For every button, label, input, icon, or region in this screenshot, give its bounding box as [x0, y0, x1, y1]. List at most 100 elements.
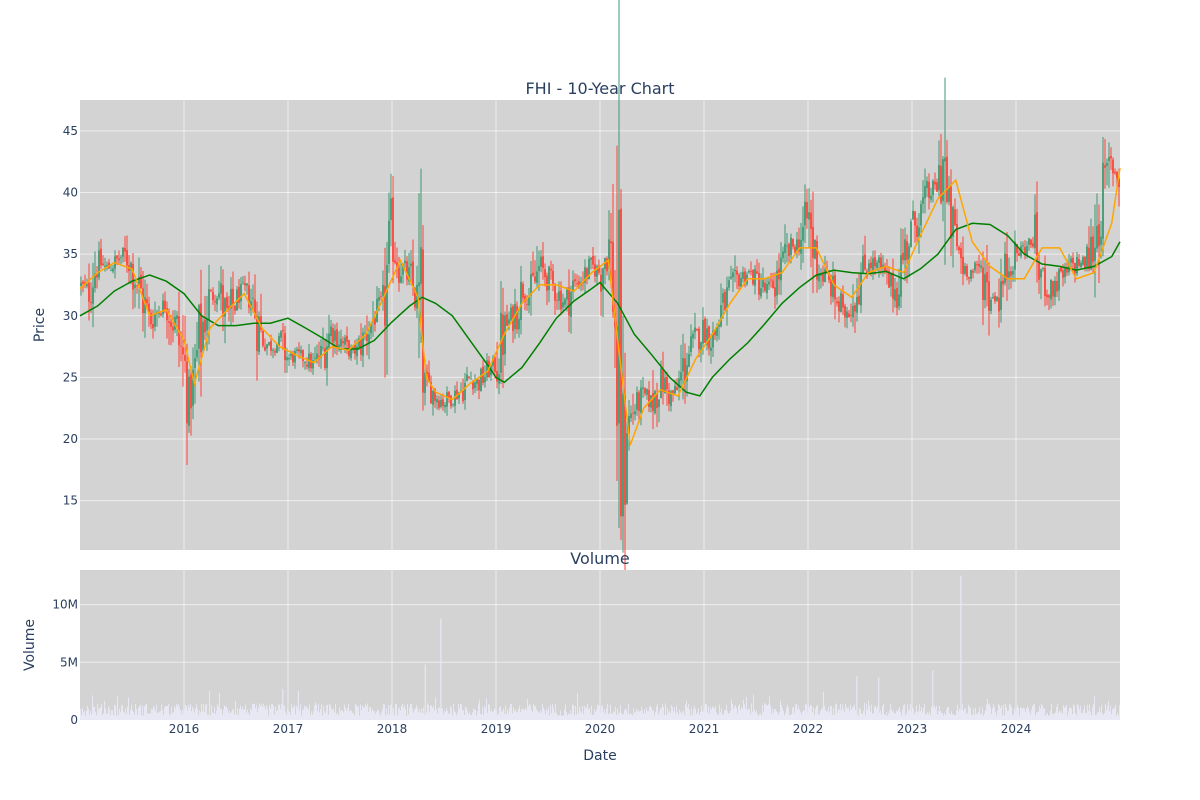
volume-bar: [318, 703, 319, 720]
volume-bar: [752, 711, 753, 720]
volume-bar: [883, 703, 884, 720]
volume-bar: [792, 707, 793, 720]
volume-bar: [267, 708, 268, 720]
candle-down: [132, 264, 134, 290]
volume-bar: [898, 708, 899, 720]
volume-bar: [921, 707, 922, 720]
volume-bar: [157, 712, 158, 720]
volume-bar: [448, 713, 449, 720]
volume-bar: [992, 708, 993, 720]
candle-up: [86, 284, 88, 287]
volume-bar: [134, 714, 135, 720]
candle-down: [146, 299, 148, 304]
volume-bar: [872, 713, 873, 720]
candle-up: [862, 256, 864, 274]
candle-down: [638, 392, 640, 411]
volume-bar: [1006, 707, 1007, 720]
volume-bar: [930, 715, 931, 720]
volume-bar: [811, 705, 812, 720]
volume-bar: [728, 713, 729, 720]
candle-up: [596, 266, 598, 277]
candle-up: [562, 302, 564, 308]
candle-up: [932, 180, 934, 196]
volume-bar: [661, 708, 662, 720]
candle-up: [824, 269, 826, 283]
candle-down: [836, 301, 838, 304]
candle-down: [966, 265, 968, 277]
volume-bar: [983, 715, 984, 720]
volume-bar: [92, 695, 93, 720]
candle-down: [928, 181, 930, 198]
volume-bar: [646, 707, 647, 720]
volume-bar: [815, 709, 816, 720]
volume-bar: [156, 704, 157, 720]
volume-bar: [207, 714, 208, 720]
volume-bar: [691, 707, 692, 720]
volume-bar: [436, 708, 437, 720]
volume-bar: [179, 707, 180, 720]
volume-bar: [948, 706, 949, 720]
candle-up: [910, 221, 912, 248]
candle-up: [802, 226, 804, 241]
volume-bar: [606, 708, 607, 720]
candle-up: [964, 266, 966, 274]
volume-bar: [88, 708, 89, 720]
volume-bar: [566, 712, 567, 720]
volume-bar: [339, 707, 340, 720]
candle-up: [796, 239, 798, 251]
candle-up: [388, 220, 390, 264]
volume-bar: [1044, 708, 1045, 720]
candle-up: [712, 330, 714, 348]
volume-bar: [329, 704, 330, 720]
volume-bar: [389, 714, 390, 720]
candle-up: [362, 332, 364, 357]
candle-down: [450, 395, 452, 407]
candle-up: [1070, 258, 1072, 263]
volume-bar: [1065, 706, 1066, 720]
candle-up: [112, 268, 114, 272]
candle-down: [578, 281, 580, 287]
volume-bar: [809, 707, 810, 720]
volume-bar: [1111, 714, 1112, 720]
volume-spike-bar: [878, 677, 880, 720]
volume-bar: [452, 715, 453, 720]
candle-up: [420, 247, 422, 284]
candle-up: [622, 393, 624, 517]
volume-bar: [224, 705, 225, 720]
volume-bar: [807, 712, 808, 720]
volume-bar: [185, 704, 186, 720]
volume-bar: [415, 708, 416, 720]
volume-bar: [286, 714, 287, 720]
volume-bar: [915, 711, 916, 720]
candle-down: [764, 282, 766, 291]
volume-bar: [854, 704, 855, 720]
candle-up: [444, 404, 446, 408]
volume-bar: [630, 713, 631, 720]
candle-up: [206, 318, 208, 331]
volume-bar: [660, 708, 661, 720]
candlestick-series: [80, 0, 1120, 576]
volume-bar: [457, 712, 458, 720]
volume-bar: [738, 706, 739, 720]
candle-down: [1002, 280, 1004, 285]
candle-down: [324, 348, 326, 368]
volume-bar: [507, 709, 508, 720]
volume-bar: [325, 712, 326, 720]
volume-bar: [464, 715, 465, 720]
candle-up: [1014, 241, 1016, 270]
candle-down: [838, 301, 840, 312]
volume-bar: [379, 713, 380, 720]
volume-bar: [740, 710, 741, 720]
price-tick-label: 35: [63, 247, 78, 261]
volume-bar: [104, 701, 105, 720]
volume-bar: [254, 703, 255, 720]
volume-bar: [879, 712, 880, 720]
volume-bar: [447, 710, 448, 720]
candle-down: [962, 256, 964, 274]
candle-down: [200, 303, 202, 353]
volume-bar: [481, 714, 482, 720]
candle-up: [912, 210, 914, 220]
volume-bar: [187, 710, 188, 720]
volume-bar: [737, 713, 738, 720]
volume-bar: [231, 711, 232, 720]
